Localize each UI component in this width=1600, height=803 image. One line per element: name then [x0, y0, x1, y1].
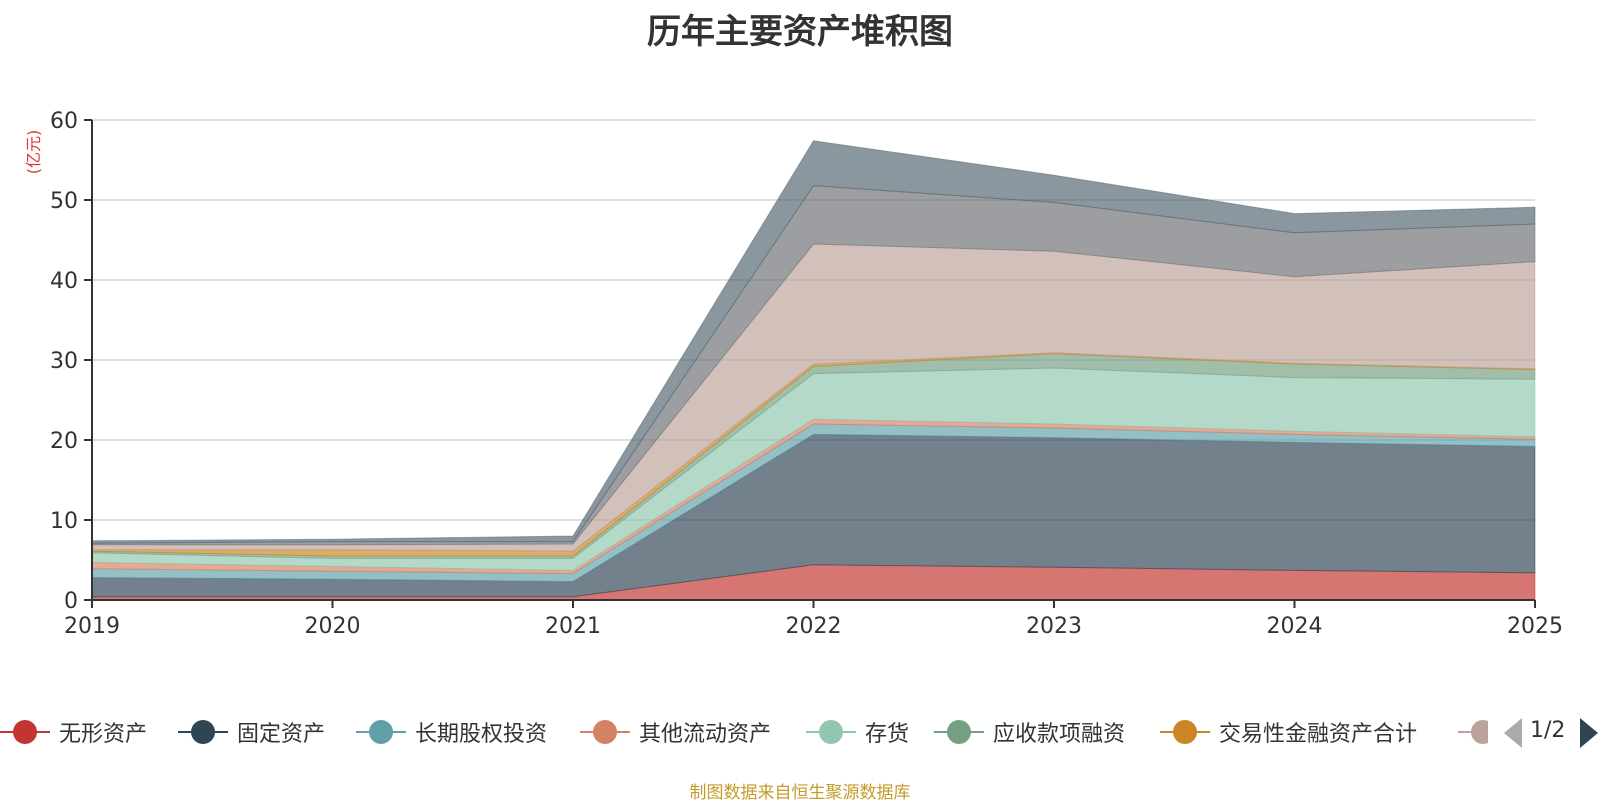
legend-label-1: 无形资产 — [59, 722, 148, 747]
legend-label-3: 长期股权投资 — [415, 722, 548, 747]
legend-pager: 1/2 — [1498, 712, 1600, 752]
legend-label-6: 应收款项融资 — [993, 722, 1126, 747]
y-tick-label-2: 20 — [50, 429, 78, 454]
legend-marker-3 — [356, 712, 406, 752]
y-tick-label-6: 60 — [50, 109, 78, 134]
area-series-10 — [91, 140, 1536, 544]
legend-item-5[interactable]: 存货 — [806, 712, 909, 752]
legend-marker-6 — [934, 712, 984, 752]
legend-marker-2 — [178, 712, 228, 752]
legend-label-4: 其他流动资产 — [639, 722, 772, 747]
legend-marker-5 — [806, 712, 856, 752]
legend-next-page-icon[interactable] — [1580, 718, 1598, 748]
y-tick-label-0: 0 — [64, 589, 78, 614]
legend-prev-page-icon[interactable] — [1504, 718, 1522, 748]
legend-marker-4 — [580, 712, 630, 752]
x-tick-label-2020: 2020 — [305, 614, 361, 639]
legend-item-1[interactable]: 无形资产 — [0, 712, 147, 752]
chart-title: 历年主要资产堆积图 — [647, 12, 953, 52]
legend-marker-7 — [1160, 712, 1210, 752]
y-tick-label-4: 40 — [50, 269, 78, 294]
legend-item-3[interactable]: 长期股权投资 — [356, 712, 547, 752]
x-tick-label-2022: 2022 — [786, 614, 842, 639]
data-source-note: 制图数据来自恒生聚源数据库 — [689, 783, 911, 803]
legend-marker-1 — [0, 712, 50, 752]
legend-item-8[interactable] — [1458, 712, 1488, 752]
legend-item-7[interactable]: 交易性金融资产合计 — [1160, 712, 1417, 752]
x-tick-label-2024: 2024 — [1267, 614, 1323, 639]
legend: 无形资产 固定资产 长期股权投资 其他流动资产 存货 应收款项融资 交易性金融资… — [0, 712, 1600, 752]
y-tick-label-1: 10 — [50, 509, 78, 534]
legend-item-6[interactable]: 应收款项融资 — [934, 712, 1125, 752]
y-tick-label-5: 50 — [50, 189, 78, 214]
x-tick-label-2019: 2019 — [64, 614, 120, 639]
legend-label-7: 交易性金融资产合计 — [1219, 722, 1418, 747]
y-tick-label-3: 30 — [50, 349, 78, 374]
legend-page-indicator: 1/2 — [1530, 718, 1566, 743]
legend-label-2: 固定资产 — [237, 722, 326, 747]
x-tick-label-2023: 2023 — [1026, 614, 1082, 639]
legend-item-4[interactable]: 其他流动资产 — [580, 712, 771, 752]
legend-label-5: 存货 — [865, 722, 910, 747]
legend-item-2[interactable]: 固定资产 — [178, 712, 325, 752]
legend-marker-8 — [1458, 712, 1488, 752]
x-tick-label-2021: 2021 — [545, 614, 601, 639]
x-tick-label-2025: 2025 — [1507, 614, 1563, 639]
